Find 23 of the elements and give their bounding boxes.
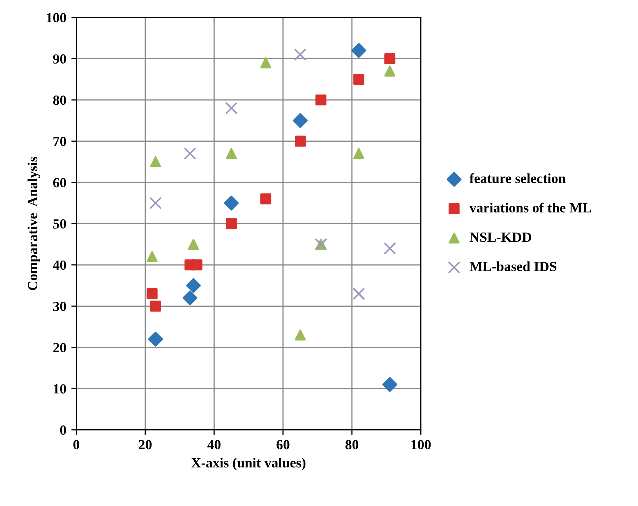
y-tick-label: 50 <box>54 219 66 229</box>
y-tick-label: 90 <box>53 54 66 64</box>
legend-label: variations of the ML <box>470 202 592 213</box>
legend-label: ML-based IDS <box>470 262 557 272</box>
y-tick-label: 30 <box>53 302 66 312</box>
legend-label: feature selection <box>470 173 566 184</box>
legend-label: NSL-KDD <box>470 232 532 242</box>
y-tick-label: 70 <box>54 137 66 146</box>
y-tick-label: 60 <box>53 178 66 188</box>
y-tick-label: 80 <box>53 96 66 106</box>
x-tick-label: 80 <box>346 440 359 450</box>
x-tick-label: 0 <box>74 440 80 450</box>
x-axis-title: X-axis (unit values) <box>192 458 306 471</box>
y-tick-label: 40 <box>53 260 66 270</box>
y-tick-label: 20 <box>54 343 66 353</box>
x-tick-label: 40 <box>208 440 221 450</box>
y-tick-label: 10 <box>54 384 66 394</box>
x-tick-label: 60 <box>276 440 290 450</box>
x-tick-label: 100 <box>412 440 431 450</box>
y-tick-label: 0 <box>60 426 66 436</box>
y-axis-title: Comparative Analysis <box>28 157 40 290</box>
x-tick-label: 20 <box>139 440 152 450</box>
y-tick-label: 100 <box>47 13 66 23</box>
